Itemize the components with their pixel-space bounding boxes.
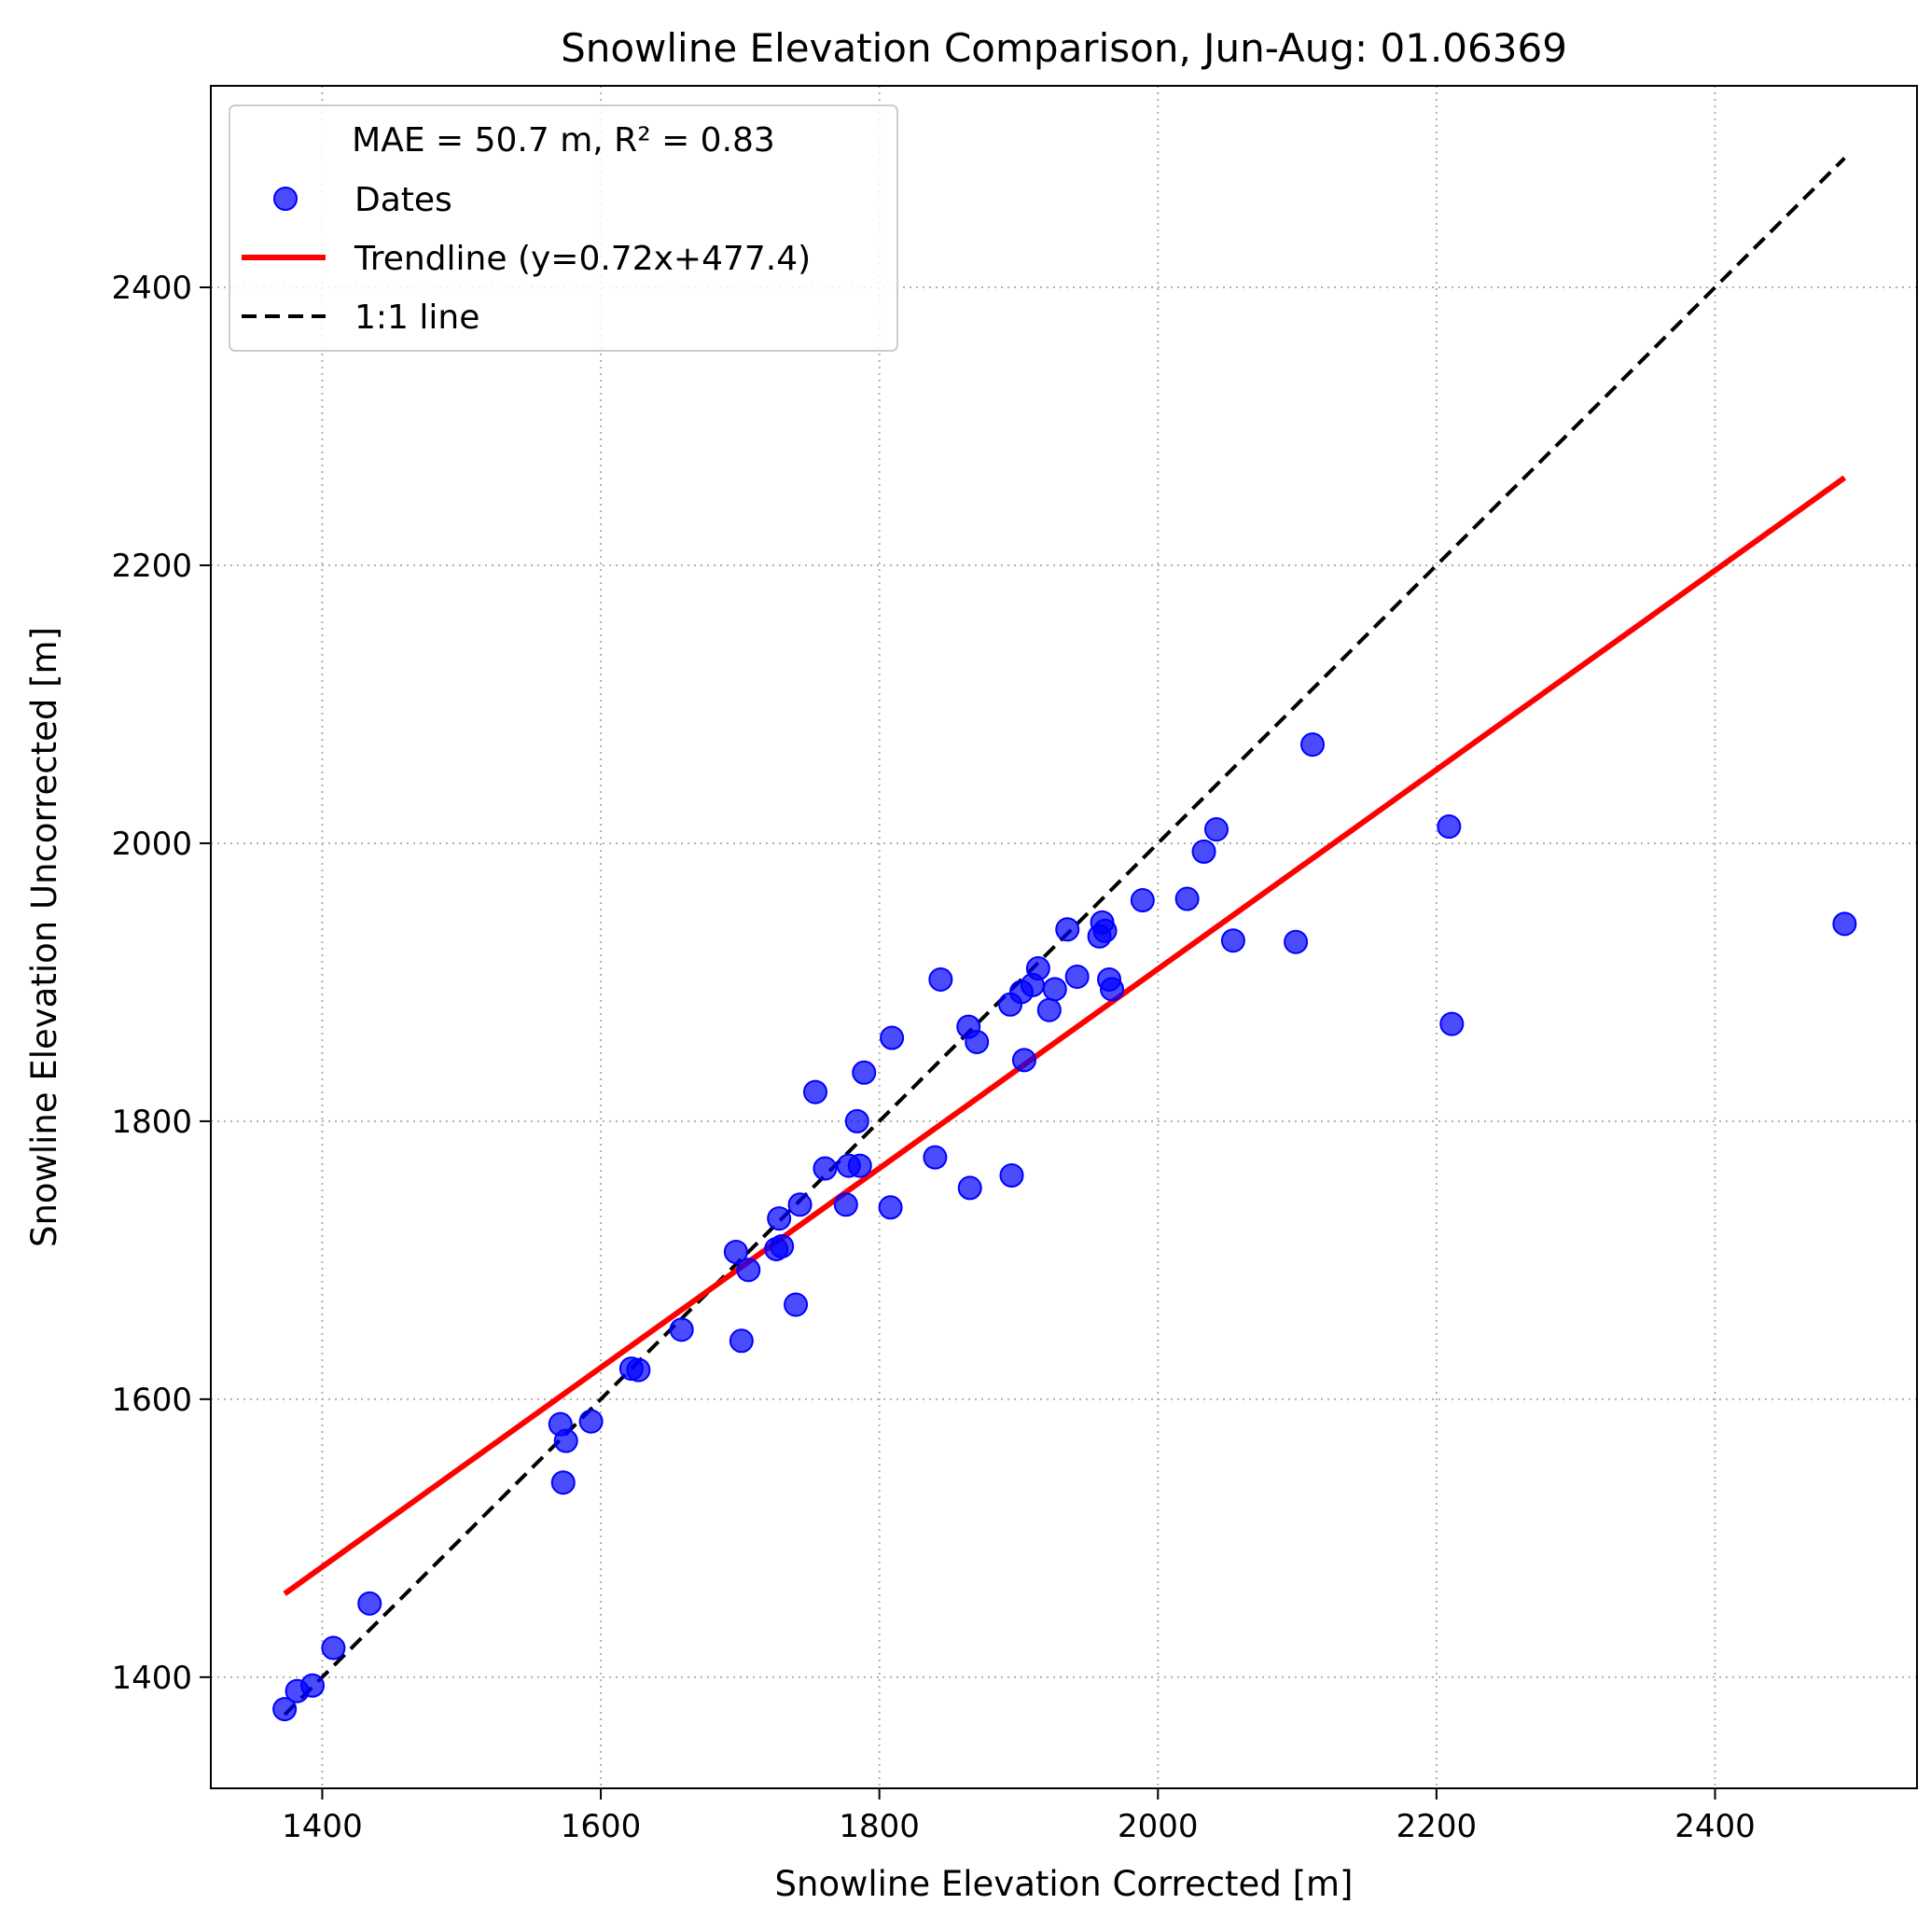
y-tick-label: 2400 bbox=[111, 270, 192, 307]
trendline bbox=[283, 475, 1847, 1596]
data-point bbox=[802, 1079, 827, 1105]
trendline-layer bbox=[283, 475, 1847, 1596]
legend: MAE = 50.7 m, R² = 0.83 Dates Trendline … bbox=[229, 104, 898, 352]
data-point bbox=[626, 1357, 651, 1383]
data-point bbox=[999, 1163, 1024, 1188]
x-tick-label: 2000 bbox=[1118, 1808, 1199, 1845]
legend-box bbox=[229, 104, 898, 352]
data-point bbox=[1036, 997, 1062, 1022]
data-point bbox=[784, 1292, 809, 1317]
data-point bbox=[1300, 732, 1326, 758]
data-point bbox=[1092, 918, 1118, 943]
data-points bbox=[272, 732, 1857, 1722]
data-point bbox=[1064, 964, 1090, 989]
data-point bbox=[965, 1029, 990, 1054]
data-point bbox=[1437, 814, 1462, 840]
data-point bbox=[1191, 839, 1216, 864]
data-point bbox=[1174, 886, 1200, 911]
data-point bbox=[736, 1258, 761, 1283]
data-point bbox=[923, 1145, 948, 1170]
data-point bbox=[880, 1025, 905, 1050]
data-point bbox=[844, 1108, 869, 1133]
chart-title: Snowline Elevation Comparison, Jun-Aug: … bbox=[561, 25, 1567, 71]
data-point bbox=[1042, 977, 1067, 1002]
data-point bbox=[729, 1328, 754, 1354]
x-tick-label: 1800 bbox=[839, 1808, 920, 1845]
data-point bbox=[1025, 956, 1050, 981]
y-axis-ticks: 1400 1600 1800 2000 2200 2400 bbox=[111, 270, 211, 1697]
data-point bbox=[1011, 1048, 1036, 1073]
data-point bbox=[550, 1470, 576, 1495]
data-point bbox=[553, 1428, 578, 1453]
legend-label-trendline: Trendline (y=0.72x+477.4) bbox=[354, 240, 811, 278]
x-tick-label: 1600 bbox=[561, 1808, 642, 1845]
legend-marker-dates bbox=[273, 187, 298, 211]
data-point bbox=[1100, 977, 1125, 1002]
data-point bbox=[1284, 929, 1309, 954]
data-point bbox=[928, 966, 953, 992]
y-tick-label: 2200 bbox=[111, 548, 192, 585]
plot-frame bbox=[210, 85, 1918, 1789]
legend-label-one-to-one: 1:1 line bbox=[354, 299, 479, 337]
data-point bbox=[1055, 917, 1080, 942]
y-tick-label: 2000 bbox=[111, 826, 192, 863]
legend-title: MAE = 50.7 m, R² = 0.83 bbox=[352, 121, 775, 160]
data-point bbox=[1130, 888, 1155, 913]
grid-lines bbox=[211, 86, 1917, 1788]
data-point bbox=[833, 1192, 858, 1217]
data-point bbox=[578, 1409, 604, 1434]
data-point bbox=[957, 1175, 982, 1201]
data-point bbox=[357, 1591, 382, 1616]
data-point bbox=[272, 1697, 298, 1722]
data-point bbox=[813, 1156, 838, 1181]
data-point bbox=[321, 1635, 346, 1661]
x-tick-label: 2400 bbox=[1674, 1808, 1756, 1845]
data-point bbox=[1832, 911, 1857, 937]
y-tick-label: 1800 bbox=[111, 1104, 192, 1141]
data-point bbox=[787, 1192, 813, 1217]
data-point bbox=[669, 1317, 694, 1342]
data-point bbox=[1439, 1011, 1465, 1036]
data-point bbox=[767, 1206, 792, 1231]
data-point bbox=[1203, 817, 1229, 842]
legend-label-dates: Dates bbox=[354, 181, 452, 219]
x-axis-ticks: 1400 1600 1800 2000 2200 2400 bbox=[282, 1788, 1756, 1845]
data-point bbox=[847, 1153, 872, 1178]
data-point bbox=[723, 1239, 748, 1264]
data-point bbox=[878, 1195, 903, 1220]
x-axis-label: Snowline Elevation Corrected [m] bbox=[775, 1864, 1354, 1904]
x-tick-label: 2200 bbox=[1396, 1808, 1478, 1845]
data-point bbox=[299, 1673, 325, 1698]
data-point bbox=[1220, 928, 1245, 953]
y-axis-label: Snowline Elevation Uncorrected [m] bbox=[24, 627, 64, 1247]
y-tick-label: 1400 bbox=[111, 1660, 192, 1697]
data-point bbox=[770, 1233, 795, 1258]
data-point bbox=[852, 1060, 877, 1085]
y-tick-label: 1600 bbox=[111, 1382, 192, 1419]
x-tick-label: 1400 bbox=[282, 1808, 363, 1845]
